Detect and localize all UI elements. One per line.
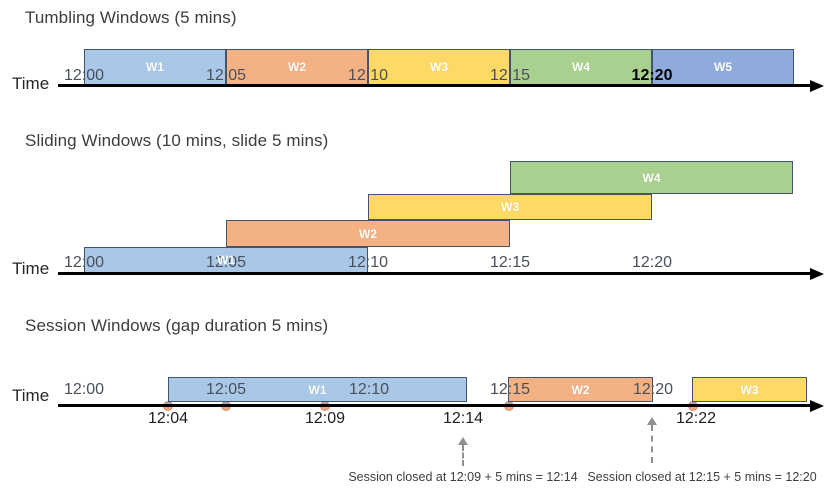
axis-time-label: 12:00 — [63, 67, 105, 84]
time-axis — [58, 404, 810, 407]
window-label-sliding-w4: W4 — [642, 170, 661, 185]
callout-arrow-line — [651, 425, 653, 463]
window-label-tumbling-w2: W2 — [288, 60, 306, 74]
event-time-label: 12:22 — [675, 410, 717, 427]
time-axis-caption: Time — [12, 386, 50, 405]
time-axis-arrowhead — [810, 267, 824, 280]
window-label-tumbling-w3: W3 — [430, 60, 448, 74]
event-time-label: 12:14 — [442, 410, 484, 427]
time-axis — [58, 272, 810, 275]
window-bar-sliding-w2 — [226, 220, 510, 247]
axis-time-label: 12:05 — [205, 67, 247, 84]
event-time-label: 12:04 — [147, 410, 189, 427]
axis-time-label: 12:20 — [631, 254, 673, 271]
window-label-sliding-w3: W3 — [501, 200, 519, 214]
window-bar-tumbling-w1 — [84, 49, 226, 85]
time-axis-caption: Time — [12, 259, 50, 278]
time-axis-caption: Time — [12, 74, 50, 93]
window-label-sliding-w1: W1 — [217, 253, 235, 267]
section-title-sliding: Sliding Windows (10 mins, slide 5 mins) — [25, 131, 329, 150]
window-label-session-w3: W3 — [740, 382, 759, 397]
window-bar-session-w1 — [168, 377, 467, 402]
window-bar-session-w3 — [692, 377, 807, 402]
axis-time-label: 12:10 — [347, 254, 389, 271]
window-bar-session-w2 — [508, 377, 653, 402]
time-axis — [58, 84, 810, 87]
section-title-tumbling: Tumbling Windows (5 mins) — [25, 8, 237, 27]
window-label-tumbling-w5: W5 — [714, 60, 732, 74]
axis-time-label: 12:15 — [489, 67, 531, 84]
section-title-session: Session Windows (gap duration 5 mins) — [25, 316, 329, 335]
event-time-label: 12:09 — [304, 410, 346, 427]
axis-time-label: 12:20 — [631, 67, 673, 84]
session-close-annotation: Session closed at 12:09 + 5 mins = 12:14 — [348, 470, 578, 484]
time-axis-arrowhead — [810, 399, 824, 412]
axis-time-label: 12:05 — [205, 381, 247, 398]
axis-time-label: 12:20 — [632, 381, 674, 398]
axis-time-label: 12:15 — [489, 254, 531, 271]
session-close-annotation: Session closed at 12:15 + 5 mins = 12:20 — [587, 470, 817, 484]
window-bar-sliding-w4 — [510, 161, 793, 194]
callout-arrow-head — [647, 417, 657, 425]
window-bar-tumbling-w4 — [510, 49, 652, 85]
axis-time-label: 12:10 — [348, 381, 390, 398]
window-label-tumbling-w1: W1 — [146, 60, 164, 74]
window-label-sliding-w2: W2 — [359, 226, 377, 241]
axis-time-label: 12:00 — [63, 254, 105, 271]
window-label-session-w1: W1 — [308, 382, 327, 397]
window-label-tumbling-w4: W4 — [572, 60, 590, 74]
callout-arrow-line — [462, 445, 464, 466]
axis-time-label: 12:10 — [347, 67, 389, 84]
axis-time-label: 12:15 — [489, 381, 531, 398]
callout-arrow-head — [458, 437, 468, 445]
time-axis-arrowhead — [810, 79, 824, 92]
window-bar-sliding-w3 — [368, 194, 652, 220]
window-label-session-w2: W2 — [571, 382, 590, 397]
axis-time-label: 12:00 — [63, 381, 105, 398]
window-bar-tumbling-w2 — [226, 49, 368, 85]
axis-time-label: 12:05 — [205, 254, 247, 271]
